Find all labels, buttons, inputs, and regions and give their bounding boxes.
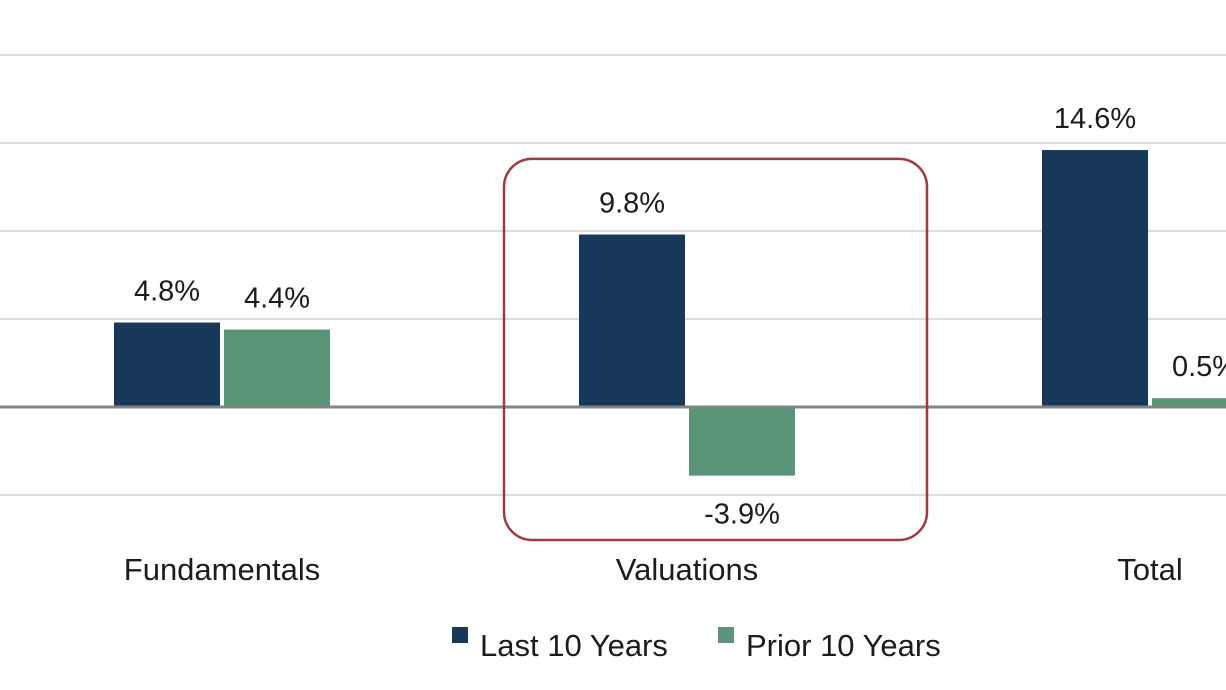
gridlines <box>0 54 1226 496</box>
data-label: 4.4% <box>244 283 310 315</box>
legend-label: Last 10 Years <box>480 628 668 663</box>
category-label: Valuations <box>616 552 758 587</box>
legend-swatch <box>718 627 734 643</box>
legend-label: Prior 10 Years <box>746 628 941 663</box>
bar-last-10-years-valuations <box>579 234 685 407</box>
highlight <box>502 157 929 542</box>
data-labels: 4.8% 4.4% 9.8% -3.9% 14.6% 0.5% <box>134 103 1226 531</box>
bar-prior-10-years-fundamentals <box>224 329 330 407</box>
data-label: 9.8% <box>599 188 665 220</box>
category-label: Total <box>1117 552 1182 587</box>
bar-last-10-years-fundamentals <box>114 322 220 407</box>
bar-prior-10-years-valuations <box>689 407 795 476</box>
bar-prior-10-years-total <box>1152 398 1226 407</box>
category-labels: Fundamentals Valuations Total <box>124 552 1183 587</box>
bars <box>114 150 1226 476</box>
bar-last-10-years-total <box>1042 150 1148 408</box>
legend: Last 10 Years Prior 10 Years <box>452 627 941 663</box>
data-label: 14.6% <box>1054 103 1136 135</box>
data-label: -3.9% <box>704 499 780 531</box>
data-label: 0.5% <box>1172 351 1226 383</box>
legend-swatch <box>452 627 468 643</box>
category-label: Fundamentals <box>124 552 320 587</box>
highlight-box <box>502 157 929 542</box>
data-label: 4.8% <box>134 276 200 308</box>
